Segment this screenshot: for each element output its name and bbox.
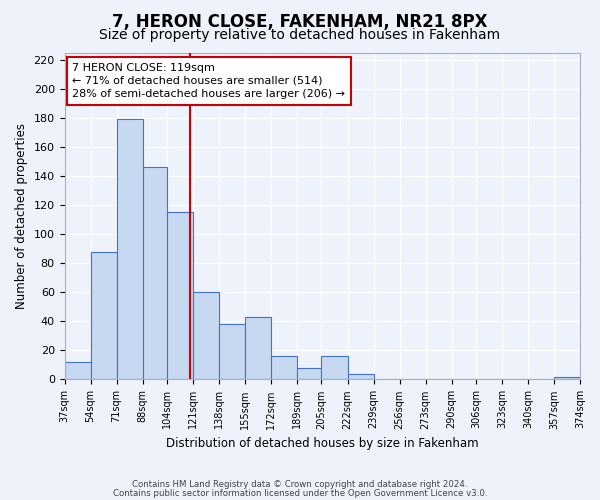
Bar (554, 376, 580, 380)
Bar (322, 356, 347, 380)
X-axis label: Distribution of detached houses by size in Fakenham: Distribution of detached houses by size … (166, 437, 479, 450)
Bar (271, 356, 297, 380)
Y-axis label: Number of detached properties: Number of detached properties (15, 123, 28, 309)
Text: Contains HM Land Registry data © Crown copyright and database right 2024.: Contains HM Land Registry data © Crown c… (132, 480, 468, 489)
Text: Contains public sector information licensed under the Open Government Licence v3: Contains public sector information licen… (113, 488, 487, 498)
Bar (91, 252, 116, 380)
Bar (193, 292, 219, 380)
Bar (143, 168, 167, 380)
Bar (116, 120, 143, 380)
Bar (219, 324, 245, 380)
Bar (347, 374, 374, 380)
Bar (65, 362, 91, 380)
Text: 7 HERON CLOSE: 119sqm
← 71% of detached houses are smaller (514)
28% of semi-det: 7 HERON CLOSE: 119sqm ← 71% of detached … (72, 62, 345, 99)
Text: Size of property relative to detached houses in Fakenham: Size of property relative to detached ho… (100, 28, 500, 42)
Bar (297, 368, 322, 380)
Text: 7, HERON CLOSE, FAKENHAM, NR21 8PX: 7, HERON CLOSE, FAKENHAM, NR21 8PX (112, 12, 488, 30)
Bar (167, 212, 193, 380)
Bar (245, 317, 271, 380)
